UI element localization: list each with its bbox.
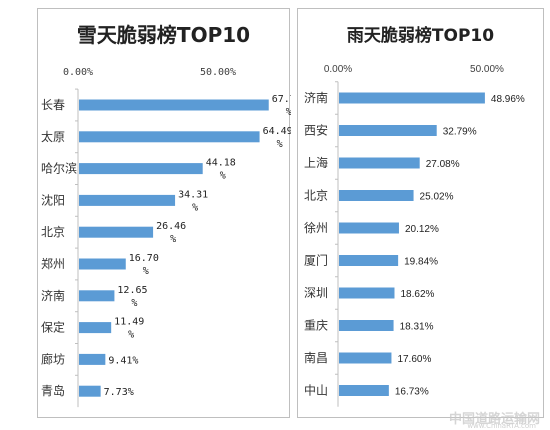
snow-data-label: 9.41% [108,355,138,366]
snow-bar [79,194,176,206]
rain-data-label: 27.08% [426,159,460,170]
snow-bar [79,163,203,175]
rain-category-label: 北京 [304,189,328,203]
snow-category-label: 北京 [41,225,65,239]
rain-x-tick-label: 50.00% [470,64,504,75]
snow-data-label-unit: % [170,234,176,245]
rain-bar [339,222,399,234]
rain-bar [339,385,389,396]
snow-bar [79,258,126,270]
rain-category-label: 济南 [304,90,328,105]
rain-data-label: 20.12% [405,224,439,235]
snow-bar [79,290,115,302]
rain-bar [339,125,437,136]
rain-category-label: 厦门 [304,253,328,268]
snow-data-label: 11.49 [114,317,144,328]
snow-data-label: 64.49 [263,126,291,137]
snow-category-label: 郑州 [41,256,65,271]
rain-category-label: 重庆 [304,319,328,333]
rain-x-tick-label: 0.00% [324,64,352,75]
snow-bar [79,385,101,397]
rain-category-label: 深圳 [304,286,328,300]
snow-bar [79,322,112,334]
snow-bar [79,226,154,238]
rain-data-label: 18.31% [400,322,434,333]
rain-data-label: 18.62% [400,289,434,300]
watermark-logo: 中国道路运输网 [448,412,540,427]
snow-chart-panel: 雪天脆弱榜TOP10 0.00% 50.00% 长春 67.76% 太原 64.49% 哈尔… [37,8,291,418]
rain-data-label: 17.60% [397,354,431,365]
snow-bar [79,353,106,365]
rain-data-label: 48.96% [491,94,525,105]
watermark-url: www.ChinaRTA.com [467,422,536,430]
snow-data-label: 16.70 [129,253,159,264]
snow-category-label: 保定 [41,320,65,335]
rain-bar [339,92,485,104]
snow-data-label-unit: % [192,202,198,213]
snow-data-label-unit: % [143,266,149,277]
snow-chart-title: 雪天脆弱榜TOP10 [76,23,251,47]
snow-category-label: 沈阳 [41,192,65,207]
rain-data-label: 19.84% [404,257,438,268]
rain-bar [339,157,420,169]
snow-data-label: 26.46 [156,221,186,232]
rain-data-label: 32.79% [443,127,477,138]
snow-data-label: 34.31 [178,189,208,200]
rain-category-label: 上海 [304,155,328,170]
snow-category-label: 青岛 [41,383,65,398]
rain-bar [339,255,399,266]
snow-category-label: 哈尔滨 [41,161,77,176]
snow-category-label: 长春 [41,98,65,112]
snow-data-label: 44.18 [206,158,236,169]
rain-category-label: 中山 [304,383,328,398]
snow-data-label: 7.73% [104,387,134,398]
rain-chart-plot: 0.00% 50.00% 济南 48.96% 西安 32.79% 上海 27.08% 北京 25.… [304,64,525,407]
rain-bar [339,190,414,201]
rain-data-label: 16.73% [395,387,429,398]
snow-data-label-unit: % [277,139,283,150]
rain-chart-title: 雨天脆弱榜TOP10 [346,26,495,46]
snow-data-label: 67.76 [272,94,291,105]
snow-data-label-unit: % [131,298,137,309]
snow-chart-plot: 0.00% 50.00% 长春 67.76% 太原 64.49% 哈尔滨 44.18% 沈阳 34… [41,67,291,408]
rain-category-label: 南昌 [304,350,328,365]
rain-data-label: 25.02% [420,192,454,203]
snow-x-tick-label: 0.00% [63,67,93,78]
snow-x-tick-label: 50.00% [200,67,236,78]
snow-data-label-unit: % [128,330,134,341]
rain-bar [339,320,394,331]
rain-bar [339,287,395,299]
snow-bar [79,99,269,111]
rain-category-label: 西安 [304,123,328,138]
snow-data-label: 12.65 [117,285,147,296]
rain-chart-panel: 雨天脆弱榜TOP10 0.00% 50.00% 济南 48.96% 西安 32.79% 上海… [297,8,544,418]
snow-category-label: 廊坊 [41,351,65,366]
snow-category-label: 太原 [41,129,65,144]
rain-bar [339,352,392,364]
rain-category-label: 徐州 [304,220,328,235]
snow-bar [79,131,260,143]
snow-data-label-unit: % [286,107,291,118]
snow-data-label-unit: % [220,171,226,182]
snow-category-label: 济南 [41,288,65,303]
